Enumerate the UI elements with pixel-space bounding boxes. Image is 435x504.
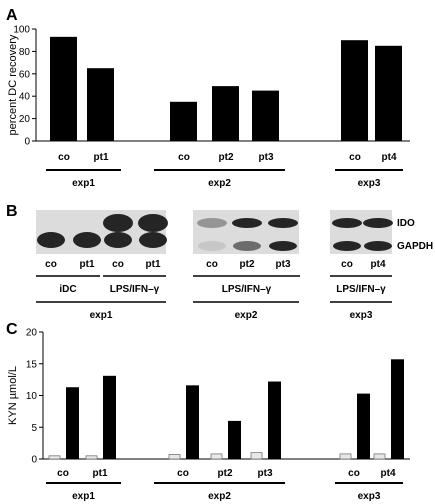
- x-tick-label: pt3: [258, 468, 273, 479]
- lane-label: pt1: [80, 259, 95, 270]
- lane-label: pt2: [240, 259, 255, 270]
- y-tick-label: 0: [24, 137, 30, 148]
- bar: [66, 387, 79, 459]
- ido-band: [332, 218, 362, 228]
- group-label: exp2: [208, 491, 231, 502]
- gapdh-band: [269, 241, 297, 251]
- bar: [50, 36, 77, 142]
- lane-label: pt4: [371, 259, 386, 270]
- gapdh-label: GAPDH: [397, 241, 433, 252]
- y-tick-label: 100: [13, 25, 30, 36]
- lane-label: co: [112, 259, 124, 270]
- x-tick-label: pt4: [381, 468, 396, 479]
- ido-band: [197, 218, 227, 228]
- lane-label: pt1: [146, 259, 161, 270]
- lane-label: co: [341, 259, 353, 270]
- bar: [170, 101, 197, 141]
- bar: [339, 453, 352, 460]
- group-label: exp3: [350, 310, 373, 321]
- condition-label: LPS/IFN–γ: [110, 284, 160, 295]
- x-tick-label: pt1: [94, 152, 109, 163]
- bar: [85, 455, 98, 460]
- ido-band: [103, 214, 133, 232]
- group-label: exp3: [358, 491, 381, 502]
- y-tick-label: 5: [31, 423, 37, 434]
- lane-label: pt3: [276, 259, 291, 270]
- condition-label: LPS/IFN–γ: [336, 284, 386, 295]
- bar: [168, 454, 181, 460]
- bar: [87, 68, 114, 141]
- condition-label: iDC: [59, 284, 76, 295]
- ido-band: [363, 218, 393, 228]
- y-axis-label: KYN µmol/L: [7, 366, 19, 425]
- gapdh-band: [364, 241, 392, 251]
- gapdh-band: [333, 241, 361, 251]
- bar: [268, 381, 281, 459]
- bar: [186, 385, 199, 459]
- group-label: exp3: [358, 178, 381, 189]
- ido-band: [268, 218, 298, 228]
- y-tick-label: 60: [19, 69, 31, 80]
- x-tick-label: pt1: [93, 468, 108, 479]
- bar: [252, 90, 279, 141]
- panel-b-label: B: [6, 203, 18, 220]
- gapdh-band: [37, 232, 65, 248]
- x-tick-label: co: [348, 468, 360, 479]
- bar: [357, 393, 370, 459]
- y-tick-label: 0: [31, 455, 37, 466]
- bar: [341, 40, 368, 142]
- panel-b-blots: IDO GAPDH co pt1 co pt1 iDC LPS/IFN–γ exp1 co pt2 p…: [36, 210, 433, 321]
- y-tick-label: 10: [26, 391, 38, 402]
- lane-label: co: [45, 259, 57, 270]
- x-tick-label: co: [57, 468, 69, 479]
- gapdh-band: [233, 241, 261, 251]
- y-tick-label: 40: [19, 92, 31, 103]
- lane-label: co: [206, 259, 218, 270]
- y-tick-label: 15: [26, 359, 38, 370]
- ido-label: IDO: [397, 218, 415, 229]
- group-label: exp2: [208, 178, 231, 189]
- panel-a-label: A: [6, 7, 18, 24]
- panel-c-label: C: [6, 321, 18, 338]
- y-tick-label: 20: [19, 114, 31, 125]
- condition-label: LPS/IFN–γ: [222, 284, 272, 295]
- x-tick-label: pt4: [382, 152, 397, 163]
- ido-band: [138, 214, 168, 232]
- bar: [373, 453, 386, 460]
- group-label: exp2: [235, 310, 258, 321]
- y-tick-label: 20: [26, 328, 38, 339]
- x-tick-label: pt2: [218, 468, 233, 479]
- gapdh-band: [73, 232, 101, 248]
- gapdh-band: [139, 232, 167, 248]
- x-tick-label: co: [58, 152, 70, 163]
- bar: [250, 452, 263, 460]
- bar: [228, 420, 241, 459]
- bar: [210, 453, 223, 460]
- gapdh-band: [104, 232, 132, 248]
- gapdh-band: [198, 241, 226, 251]
- x-tick-label: pt2: [219, 152, 234, 163]
- bar: [103, 375, 116, 459]
- x-tick-label: co: [178, 152, 190, 163]
- panel-c-chart: 0 5 10 15 20 KYN µmol/L co pt1 co pt2 pt3 co pt4 exp1…: [7, 328, 410, 502]
- x-tick-label: pt3: [259, 152, 274, 163]
- bar: [375, 45, 402, 141]
- bar: [212, 86, 239, 141]
- ido-band: [232, 218, 262, 228]
- bar: [391, 359, 404, 459]
- bar: [48, 455, 61, 460]
- x-tick-label: co: [177, 468, 189, 479]
- group-label: exp1: [72, 491, 95, 502]
- x-tick-label: co: [349, 152, 361, 163]
- group-label: exp1: [90, 310, 113, 321]
- y-tick-label: 80: [19, 47, 31, 58]
- group-label: exp1: [72, 178, 95, 189]
- y-axis-label: percent DC recovery: [7, 34, 19, 135]
